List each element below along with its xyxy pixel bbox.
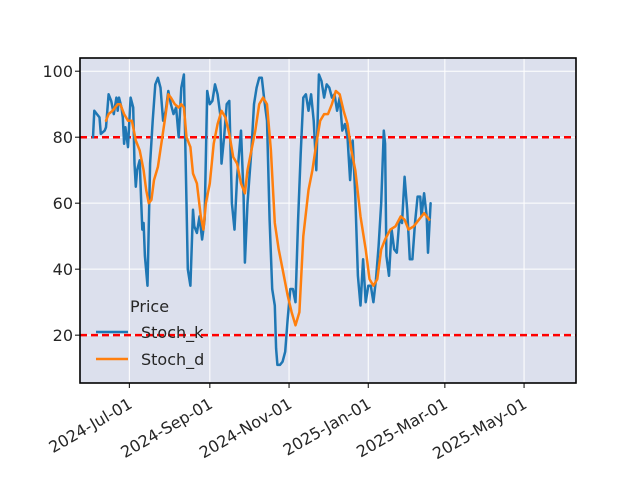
series-lines — [91, 73, 432, 367]
series-line-stoch-k — [91, 73, 432, 367]
y-tick-label: 40 — [53, 260, 73, 279]
series-line-stoch-d — [104, 89, 431, 327]
y-tick-label: 80 — [53, 128, 73, 147]
legend-title: Price — [130, 297, 169, 316]
legend: Price Stoch_k Stoch_d — [96, 297, 204, 370]
plot-frame — [79, 57, 577, 384]
y-tick-label: 20 — [53, 326, 73, 345]
y-axis-ticks: 20 40 60 80 100 — [42, 62, 80, 345]
legend-label-stoch-k: Stoch_k — [141, 323, 204, 343]
grid — [80, 58, 576, 383]
x-axis-ticks: 2024-Jul-012024-Sep-012024-Nov-012025-Ja… — [45, 383, 530, 463]
legend-label-stoch-d: Stoch_d — [141, 350, 204, 370]
y-tick-label: 60 — [53, 194, 73, 213]
y-tick-label: 100 — [42, 62, 73, 81]
